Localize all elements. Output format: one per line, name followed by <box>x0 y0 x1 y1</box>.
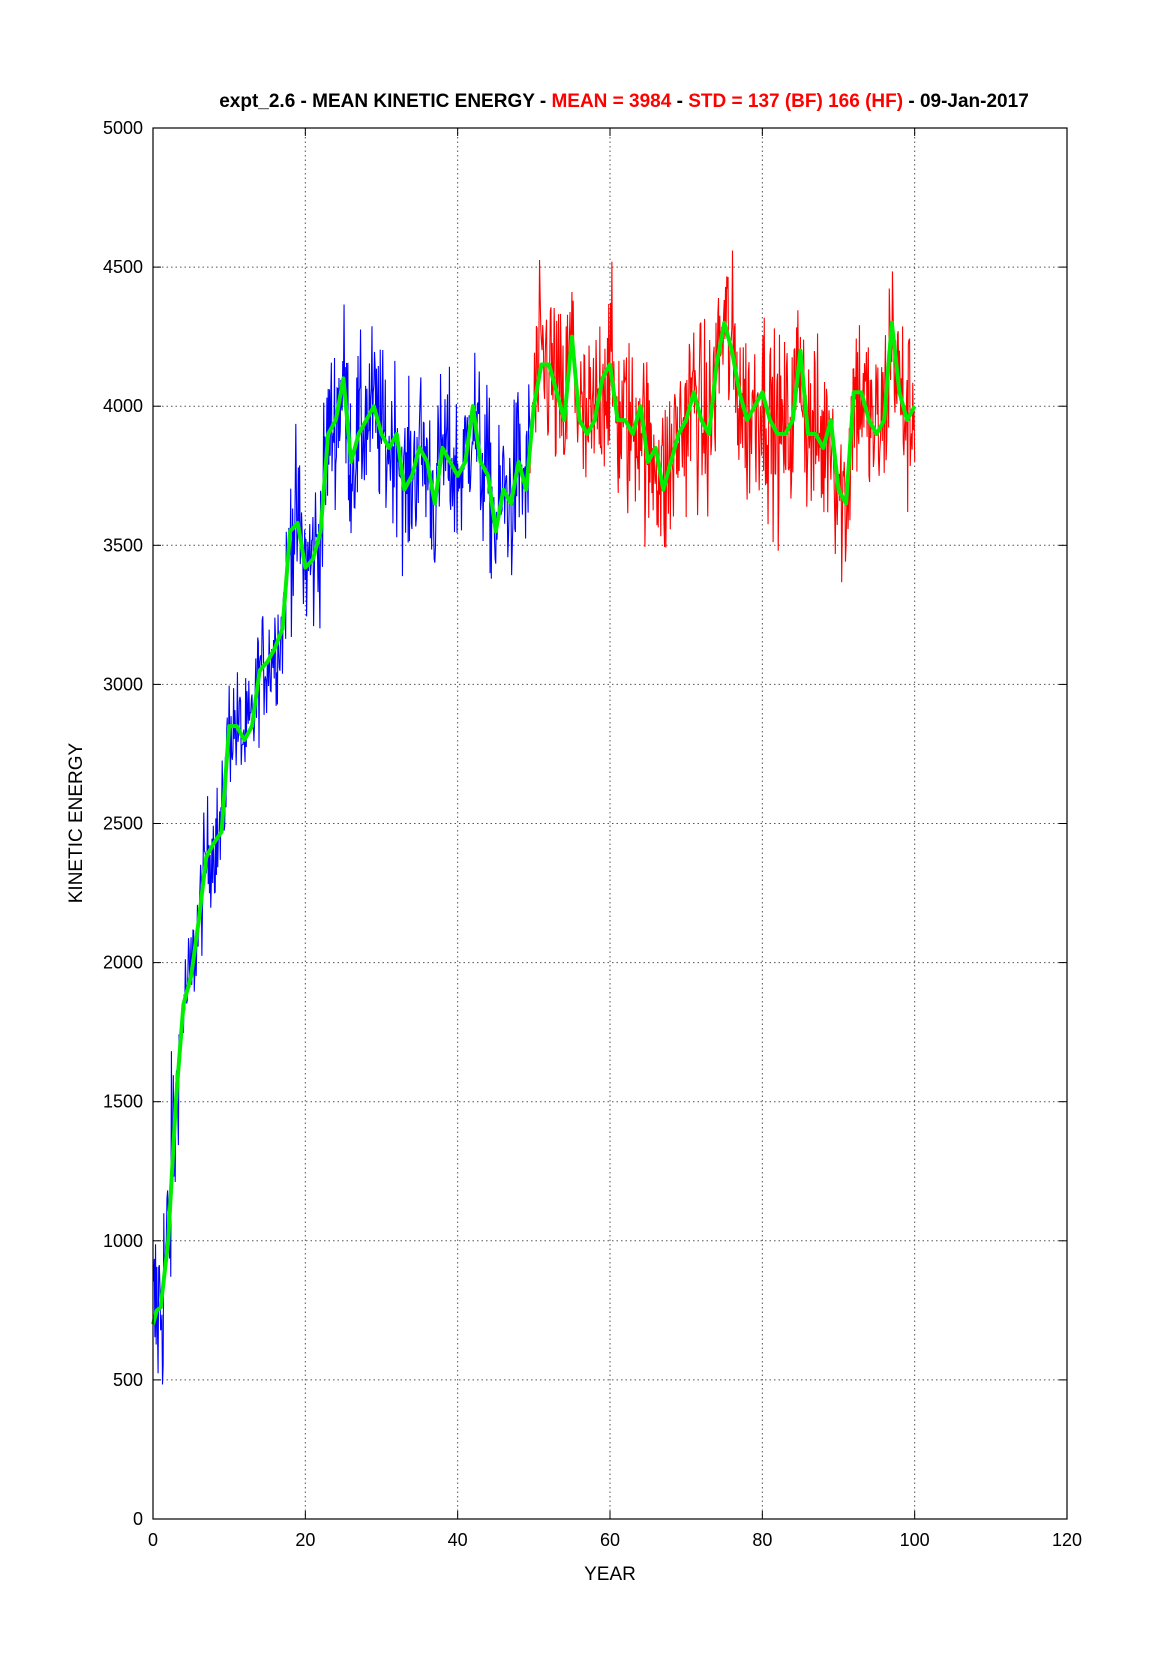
title-part: MEAN = 3984 <box>551 91 671 112</box>
data-series <box>151 250 917 1385</box>
axis-ticks: 0 20 40 60 80 100 120 0 500 1000 1500 2000 2500 3000 3… <box>103 118 1082 1550</box>
x-tick-label: 80 <box>752 1530 772 1550</box>
smoothed-series-line <box>151 320 917 1325</box>
x-tick-label: 20 <box>295 1530 315 1550</box>
y-tick-label: 4000 <box>103 396 143 416</box>
spinup-series-line <box>152 304 531 1385</box>
x-tick-label: 100 <box>900 1530 930 1550</box>
y-tick-label: 3500 <box>103 535 143 555</box>
title-part: STD = 137 (BF) 166 (HF) <box>688 91 903 112</box>
chart-title: expt_2.6 - MEAN KINETIC ENERGY - MEAN = … <box>219 91 1029 112</box>
analysis-series-line <box>529 250 916 583</box>
x-tick-label: 0 <box>148 1530 158 1550</box>
x-tick-label: 40 <box>448 1530 468 1550</box>
y-axis-label: KINETIC ENERGY <box>66 742 87 903</box>
x-axis-label: YEAR <box>584 1564 636 1585</box>
y-tick-label: 1000 <box>103 1231 143 1251</box>
title-part: - 09-Jan-2017 <box>903 91 1029 112</box>
y-tick-label: 2000 <box>103 953 143 973</box>
y-tick-label: 500 <box>113 1370 143 1390</box>
y-tick-label: 5000 <box>103 118 143 138</box>
x-tick-label: 60 <box>600 1530 620 1550</box>
y-tick-label: 4500 <box>103 257 143 277</box>
y-tick-label: 1500 <box>103 1092 143 1112</box>
y-tick-label: 3000 <box>103 674 143 694</box>
y-tick-label: 0 <box>133 1509 143 1529</box>
title-part: - <box>671 91 688 112</box>
x-tick-label: 120 <box>1052 1530 1082 1550</box>
y-tick-label: 2500 <box>103 814 143 834</box>
title-part: expt_2.6 - MEAN KINETIC ENERGY - <box>219 91 551 112</box>
